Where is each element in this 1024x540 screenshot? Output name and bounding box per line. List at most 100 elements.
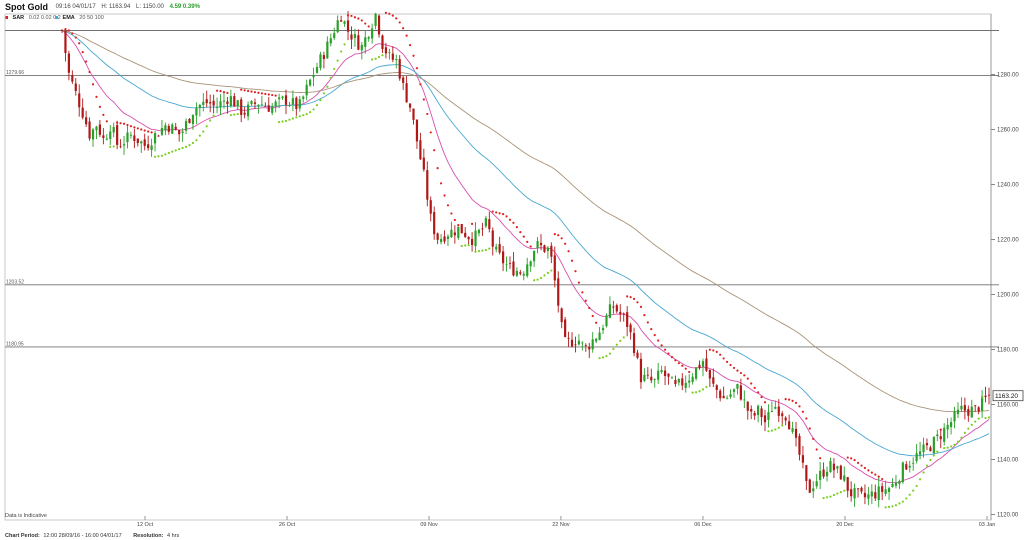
candle-body[interactable] [522, 273, 525, 276]
candle-body[interactable] [860, 487, 863, 492]
candle-body[interactable] [949, 422, 953, 428]
candle-body[interactable] [791, 428, 794, 432]
candle-body[interactable] [588, 346, 591, 350]
candle-body[interactable] [91, 129, 95, 140]
candle-body[interactable] [122, 144, 126, 146]
candle-body[interactable] [508, 262, 512, 264]
candle-body[interactable] [71, 75, 74, 82]
candle-body[interactable] [367, 37, 370, 39]
candle-body[interactable] [667, 373, 670, 377]
candle-body[interactable] [553, 255, 556, 281]
candle-body[interactable] [829, 461, 832, 473]
candle-body[interactable] [78, 93, 81, 108]
candle-body[interactable] [808, 479, 811, 493]
candle-body[interactable] [515, 270, 518, 276]
candle-body[interactable] [650, 376, 653, 381]
candle-body[interactable] [529, 261, 532, 267]
candle-body[interactable] [250, 101, 253, 105]
candle-body[interactable] [981, 396, 984, 411]
candle-body[interactable] [705, 358, 708, 371]
candle-body[interactable] [757, 405, 760, 416]
candle-body[interactable] [464, 232, 467, 237]
candle-body[interactable] [271, 106, 274, 113]
candle-body[interactable] [105, 138, 108, 140]
candle-body[interactable] [591, 339, 594, 350]
candle-body[interactable] [233, 96, 236, 107]
candle-body[interactable] [701, 361, 705, 367]
candle-body[interactable] [653, 379, 656, 381]
candle-body[interactable] [222, 100, 226, 102]
candle-body[interactable] [360, 44, 363, 51]
candle-body[interactable] [188, 118, 191, 124]
candle-body[interactable] [340, 20, 343, 22]
candle-body[interactable] [174, 126, 177, 130]
candle-body[interactable] [381, 35, 384, 50]
candle-body[interactable] [750, 409, 753, 412]
candle-body[interactable] [284, 95, 288, 105]
candle-body[interactable] [932, 437, 935, 454]
candle-body[interactable] [567, 338, 570, 339]
candle-body[interactable] [746, 401, 749, 411]
candle-body[interactable] [781, 413, 784, 417]
candle-body[interactable] [329, 38, 332, 44]
candle-body[interactable] [309, 79, 312, 86]
candle-body[interactable] [422, 157, 425, 170]
candle-body[interactable] [956, 409, 960, 415]
candle-body[interactable] [205, 99, 208, 104]
candle-body[interactable] [970, 406, 973, 418]
candle-body[interactable] [467, 237, 470, 240]
candle-body[interactable] [984, 395, 987, 398]
candle-body[interactable] [712, 377, 715, 384]
candle-body[interactable] [274, 101, 277, 107]
candle-body[interactable] [143, 139, 146, 146]
candle-body[interactable] [470, 238, 474, 246]
candle-body[interactable] [326, 41, 329, 59]
candle-body[interactable] [171, 124, 174, 134]
candle-body[interactable] [939, 436, 942, 440]
candle-body[interactable] [391, 53, 394, 60]
candle-body[interactable] [612, 306, 615, 308]
candle-body[interactable] [526, 264, 529, 277]
candle-body[interactable] [760, 408, 763, 418]
candle-body[interactable] [336, 20, 339, 33]
candle-body[interactable] [836, 466, 839, 469]
candle-body[interactable] [863, 492, 867, 498]
candle-body[interactable] [191, 114, 195, 125]
candle-body[interactable] [246, 104, 250, 117]
candle-body[interactable] [278, 97, 281, 100]
candle-body[interactable] [853, 488, 856, 499]
candle-body[interactable] [371, 28, 374, 39]
candle-body[interactable] [819, 470, 822, 480]
candle-body[interactable] [302, 96, 305, 99]
candle-body[interactable] [929, 447, 932, 452]
candle-body[interactable] [129, 134, 133, 136]
candle-body[interactable] [925, 443, 929, 446]
candle-body[interactable] [512, 261, 515, 276]
candle-body[interactable] [719, 390, 722, 399]
candle-body[interactable] [936, 434, 939, 437]
candle-body[interactable] [195, 107, 198, 116]
candle-body[interactable] [708, 369, 711, 379]
candle-body[interactable] [636, 352, 639, 358]
candle-body[interactable] [147, 144, 150, 149]
candle-body[interactable] [322, 55, 326, 60]
candle-body[interactable] [595, 338, 598, 342]
candle-body[interactable] [460, 224, 463, 234]
candle-body[interactable] [212, 100, 215, 106]
candle-body[interactable] [887, 488, 891, 492]
candle-body[interactable] [219, 101, 222, 108]
candle-body[interactable] [305, 84, 308, 96]
candle-body[interactable] [677, 379, 680, 383]
candle-body[interactable] [426, 170, 429, 200]
candle-body[interactable] [564, 319, 567, 337]
candle-body[interactable] [481, 228, 484, 230]
candle-body[interactable] [743, 399, 746, 401]
candle-body[interactable] [457, 226, 460, 238]
candle-body[interactable] [181, 131, 184, 133]
candle-body[interactable] [116, 125, 119, 145]
candle-body[interactable] [81, 107, 84, 118]
candle-body[interactable] [346, 20, 350, 32]
candle-body[interactable] [74, 83, 77, 91]
candle-body[interactable] [539, 242, 543, 246]
candle-body[interactable] [574, 344, 577, 346]
